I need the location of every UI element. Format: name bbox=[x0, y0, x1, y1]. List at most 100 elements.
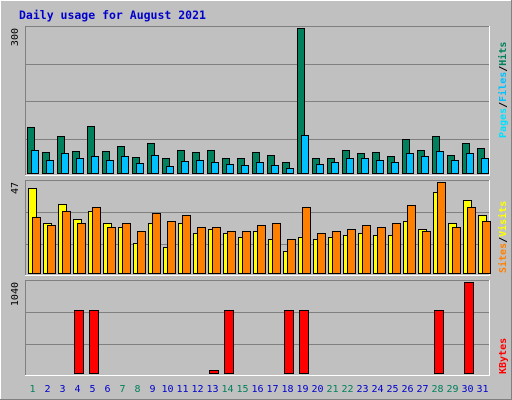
bar-kbytes bbox=[209, 370, 219, 374]
bar-files bbox=[151, 155, 159, 174]
legend-separator: / bbox=[498, 237, 509, 243]
bar-sites bbox=[377, 227, 386, 274]
day-label: 13 bbox=[206, 384, 218, 395]
y-max-tick-label: 47 bbox=[10, 182, 21, 194]
bar-kbytes bbox=[284, 310, 294, 374]
bar-sites bbox=[137, 231, 146, 274]
bar-sites bbox=[47, 225, 56, 274]
bar-sites bbox=[452, 227, 461, 274]
day-label: 2 bbox=[44, 384, 50, 395]
bar-sites bbox=[227, 231, 236, 274]
day-label: 6 bbox=[104, 384, 110, 395]
bar-files bbox=[211, 162, 219, 174]
bar-sites bbox=[92, 207, 101, 274]
legend-hits: Hits bbox=[497, 42, 509, 66]
legend-label: KBytes bbox=[498, 338, 509, 374]
bar-sites bbox=[242, 231, 251, 274]
bar-sites bbox=[437, 182, 446, 274]
day-label: 1 bbox=[29, 384, 35, 395]
legend-group: Pages/Files/Hits bbox=[497, 42, 509, 138]
bar-kbytes bbox=[434, 310, 444, 374]
day-label: 30 bbox=[461, 384, 473, 395]
day-label: 9 bbox=[149, 384, 155, 395]
bar-files bbox=[451, 160, 459, 174]
bar-sites bbox=[212, 227, 221, 274]
day-label: 27 bbox=[416, 384, 428, 395]
panel-plot-area bbox=[25, 280, 490, 376]
bar-files bbox=[421, 156, 429, 174]
bar-sites bbox=[287, 239, 296, 274]
bar-sites bbox=[197, 227, 206, 274]
day-label: 7 bbox=[119, 384, 125, 395]
day-label: 8 bbox=[134, 384, 140, 395]
bar-sites bbox=[317, 233, 326, 274]
bar-files bbox=[121, 156, 129, 174]
bar-sites bbox=[272, 223, 281, 274]
bar-files bbox=[196, 160, 204, 174]
bar-files bbox=[346, 158, 354, 174]
day-label: 17 bbox=[266, 384, 278, 395]
day-label: 19 bbox=[296, 384, 308, 395]
hits-files-pages-panel: 300 bbox=[10, 26, 490, 176]
bar-sites bbox=[347, 229, 356, 274]
bar-files bbox=[181, 161, 189, 174]
bar-files bbox=[76, 158, 84, 174]
legend-separator: / bbox=[498, 66, 509, 72]
y-max-tick-label: 300 bbox=[10, 28, 21, 46]
day-label: 26 bbox=[401, 384, 413, 395]
chart-title: Daily usage for August 2021 bbox=[19, 8, 206, 22]
bar-sites bbox=[182, 215, 191, 274]
bar-files bbox=[31, 150, 39, 174]
day-label: 29 bbox=[446, 384, 458, 395]
bar-files bbox=[436, 151, 444, 174]
bar-sites bbox=[257, 225, 266, 274]
legend-group: KBytes bbox=[498, 338, 509, 374]
y-max-tick-label: 1040 bbox=[10, 282, 21, 306]
legend-label: Sites/Visits bbox=[497, 201, 509, 273]
bar-files bbox=[166, 166, 174, 174]
day-label: 14 bbox=[221, 384, 233, 395]
day-label: 4 bbox=[74, 384, 80, 395]
day-label: 22 bbox=[341, 384, 353, 395]
bar-kbytes bbox=[224, 310, 234, 374]
day-label: 18 bbox=[281, 384, 293, 395]
legend-label: Pages/Files/Hits bbox=[497, 42, 509, 138]
bar-sites bbox=[362, 225, 371, 274]
bar-kbytes bbox=[464, 282, 474, 374]
bar-sites bbox=[122, 223, 131, 274]
bar-files bbox=[361, 158, 369, 174]
bar-files bbox=[226, 164, 234, 174]
bar-sites bbox=[407, 205, 416, 274]
day-label: 28 bbox=[431, 384, 443, 395]
bar-sites bbox=[62, 211, 71, 274]
bar-sites bbox=[32, 217, 41, 274]
bar-kbytes bbox=[89, 310, 99, 374]
bar-sites bbox=[152, 213, 161, 274]
bar-files bbox=[316, 164, 324, 174]
bar-sites bbox=[77, 223, 86, 274]
bar-files bbox=[136, 163, 144, 174]
legend-files: Files bbox=[497, 72, 509, 102]
bar-files bbox=[46, 160, 54, 174]
day-label: 20 bbox=[311, 384, 323, 395]
bar-files bbox=[331, 162, 339, 174]
bar-kbytes bbox=[299, 310, 309, 374]
bar-sites bbox=[167, 221, 176, 274]
legend-sites: Sites bbox=[497, 243, 509, 273]
kbytes-panel: 1040 bbox=[10, 280, 490, 376]
day-label: 23 bbox=[356, 384, 368, 395]
day-label: 25 bbox=[386, 384, 398, 395]
day-label: 15 bbox=[236, 384, 248, 395]
bar-files bbox=[61, 153, 69, 174]
legend-pages: Pages bbox=[498, 108, 509, 138]
bar-files bbox=[376, 160, 384, 174]
visits-sites-panel: 47 bbox=[10, 180, 491, 276]
bar-sites bbox=[482, 221, 491, 274]
bar-files bbox=[391, 162, 399, 174]
bar-sites bbox=[392, 223, 401, 274]
bar-sites bbox=[107, 227, 116, 274]
day-label: 5 bbox=[89, 384, 95, 395]
day-label: 31 bbox=[476, 384, 488, 395]
